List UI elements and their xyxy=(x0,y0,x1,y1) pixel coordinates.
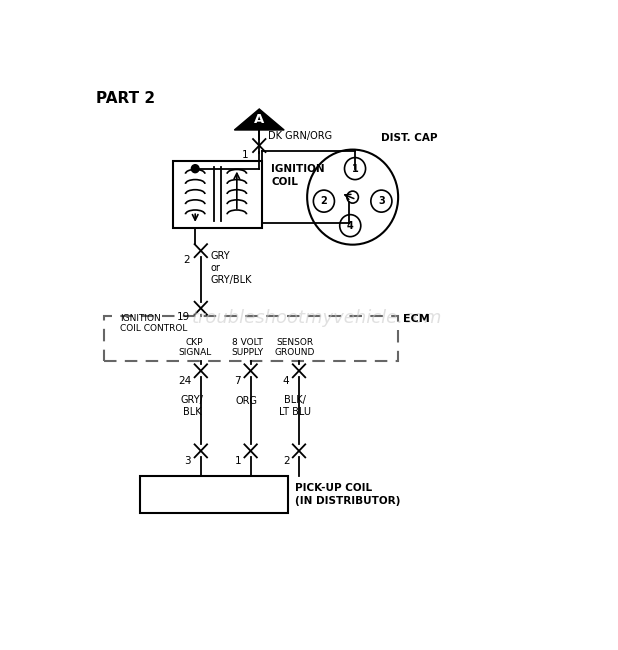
Text: 2: 2 xyxy=(283,456,289,466)
Text: DK GRN/ORG: DK GRN/ORG xyxy=(268,131,332,140)
Text: 8 VOLT
SUPPLY: 8 VOLT SUPPLY xyxy=(231,337,263,357)
Circle shape xyxy=(313,190,334,212)
Text: 1: 1 xyxy=(352,164,358,174)
Bar xyxy=(173,161,261,228)
Text: 1: 1 xyxy=(242,150,248,160)
Text: A: A xyxy=(254,113,265,126)
Text: 2: 2 xyxy=(184,255,190,265)
Text: DIST. CAP: DIST. CAP xyxy=(381,133,438,143)
Text: 3: 3 xyxy=(185,456,191,466)
Circle shape xyxy=(192,164,199,173)
Text: PICK-UP COIL
(IN DISTRIBUTOR): PICK-UP COIL (IN DISTRIBUTOR) xyxy=(295,483,400,506)
Circle shape xyxy=(371,190,392,212)
Circle shape xyxy=(344,157,366,179)
Text: 1: 1 xyxy=(234,456,241,466)
Text: SENSOR
GROUND: SENSOR GROUND xyxy=(275,337,315,357)
Text: 4: 4 xyxy=(283,376,289,386)
Text: IGNITION
COIL: IGNITION COIL xyxy=(271,164,325,187)
Text: 4: 4 xyxy=(347,220,353,231)
Text: GRY
or
GRY/BLK: GRY or GRY/BLK xyxy=(210,251,252,285)
Text: 3: 3 xyxy=(378,196,385,206)
FancyBboxPatch shape xyxy=(104,316,398,361)
Text: BLK/
LT BLU: BLK/ LT BLU xyxy=(279,395,311,417)
Text: ORG: ORG xyxy=(236,396,258,406)
Text: CKP
SIGNAL: CKP SIGNAL xyxy=(178,337,211,357)
Text: 24: 24 xyxy=(178,376,191,386)
Text: 2: 2 xyxy=(321,196,328,206)
Text: PART 2: PART 2 xyxy=(96,90,156,105)
Text: 7: 7 xyxy=(234,376,241,386)
Text: troubleshootmyvehicle.com: troubleshootmyvehicle.com xyxy=(192,309,442,327)
Text: 19: 19 xyxy=(177,312,190,322)
Circle shape xyxy=(347,191,358,203)
Circle shape xyxy=(340,214,361,237)
Bar xyxy=(140,476,288,514)
Text: ECM: ECM xyxy=(403,314,430,324)
Text: IGNITION
COIL CONTROL: IGNITION COIL CONTROL xyxy=(121,313,188,333)
Polygon shape xyxy=(234,109,284,130)
Text: GRY/
BLK: GRY/ BLK xyxy=(180,395,204,417)
